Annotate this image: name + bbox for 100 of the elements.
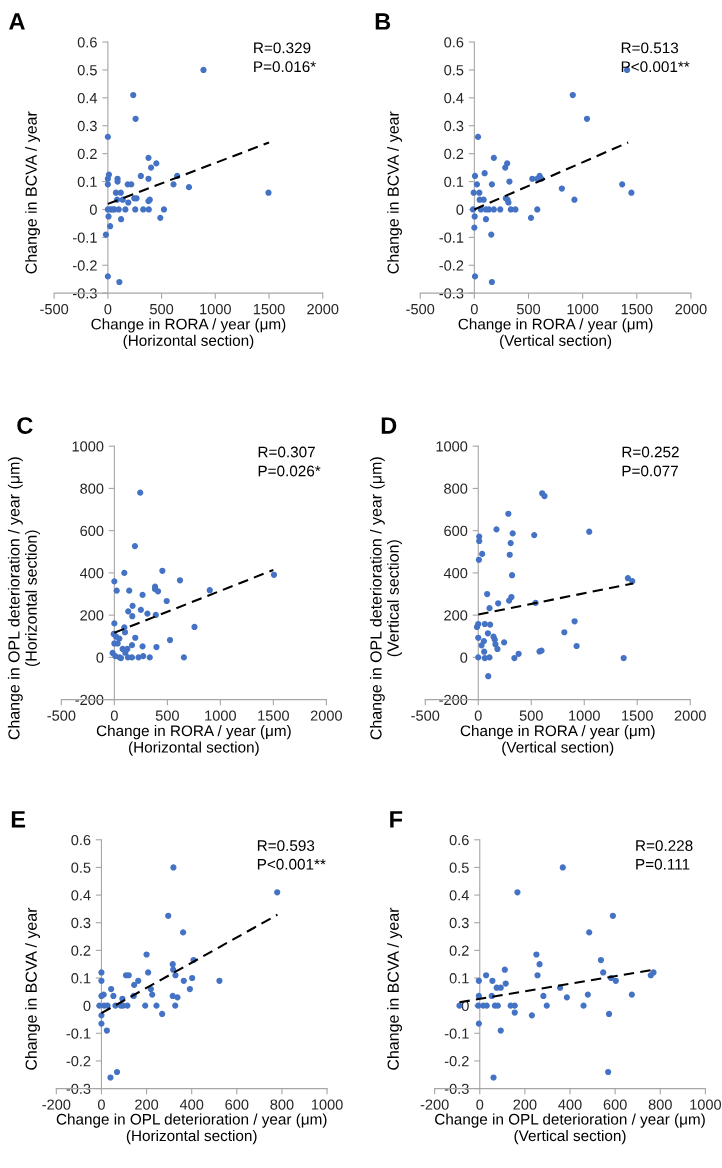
x-axis-title: Change in RORA / year (μm) (Horizontal section): [96, 724, 291, 756]
annotation: P=0.111: [636, 858, 690, 870]
chart-title: F: [390, 811, 403, 828]
y-tick-label: 200: [444, 610, 468, 621]
chart-title: C: [17, 417, 33, 434]
y-tick-label: 0.3: [77, 120, 97, 132]
chart-title: B: [375, 13, 391, 30]
chart-title: D: [381, 417, 397, 434]
annotation: R=0.593: [257, 840, 315, 852]
y-axis-title: Change in BCVA / year: [387, 907, 402, 1070]
annotation: R=0.513: [621, 42, 679, 54]
annotation: P=0.026*: [258, 465, 321, 477]
annotation: R=0.252: [622, 446, 679, 458]
annotation: R=0.228: [636, 840, 693, 852]
x-axis-title: Change in RORA / year (μm) (Vertical section): [460, 724, 655, 756]
y-tick-label: 1000: [72, 441, 104, 452]
y-tick-label: 0.3: [444, 120, 464, 132]
y-tick-label: -0.2: [444, 1056, 469, 1067]
y-tick-label: 0.6: [71, 834, 91, 846]
y-tick-label: 0: [96, 652, 104, 663]
x-tick-label: 200: [513, 1099, 537, 1110]
y-tick-label: 0.1: [444, 176, 464, 187]
x-tick-label: 1000: [569, 710, 600, 721]
x-tick-label: 1500: [621, 303, 653, 315]
y-tick-label: -0.3: [439, 288, 464, 299]
x-tick-label: 600: [225, 1099, 249, 1110]
y-tick-label: 200: [80, 610, 104, 621]
x-tick-label: 500: [150, 303, 174, 315]
y-tick-label: 0.1: [77, 176, 97, 187]
x-tick-label: 0: [104, 303, 112, 315]
x-tick-label: 2000: [674, 710, 706, 721]
annotation: R=0.307: [258, 446, 315, 458]
y-tick-label: 0: [83, 1000, 91, 1012]
y-tick-label: -0.1: [66, 1028, 91, 1039]
y-tick-label: 0.2: [77, 148, 97, 160]
y-tick-label: 0.2: [449, 945, 469, 956]
x-tick-label: 600: [603, 1099, 627, 1110]
y-axis-title: Change in OPL deterioration / year (μm) (Vertical section): [369, 457, 402, 740]
y-tick-label: 800: [444, 483, 468, 494]
annotation: R=0.329: [254, 42, 311, 54]
y-tick-label: 0.6: [444, 37, 464, 48]
y-tick-label: 400: [443, 568, 468, 579]
y-tick-label: 0.6: [77, 37, 97, 48]
y-tick-label: 0.6: [449, 834, 469, 846]
x-axis-title: Change in RORA / year (μm) (Horizontal section): [91, 318, 286, 349]
y-tick-label: 0.5: [77, 65, 97, 76]
y-tick-label: 0.1: [71, 973, 91, 984]
y-tick-label: 0.4: [71, 890, 91, 901]
y-tick-label: 0.2: [444, 148, 464, 160]
x-tick-label: 1000: [311, 1099, 343, 1110]
chart-title: A: [9, 13, 25, 30]
y-tick-label: 0.2: [71, 945, 91, 956]
x-tick-label: 2000: [307, 303, 339, 315]
x-tick-label: 800: [270, 1099, 294, 1110]
x-tick-label: 1000: [690, 1099, 722, 1110]
y-axis-title: Change in OPL deterioration / year (μm) (Horizontal section): [7, 457, 40, 740]
x-tick-label: 500: [155, 710, 179, 721]
x-tick-label: -500: [411, 710, 440, 721]
y-tick-label: -0.1: [444, 1028, 469, 1039]
y-tick-label: 0.5: [449, 862, 469, 873]
y-tick-label: -0.3: [72, 288, 97, 299]
y-tick-label: 1000: [436, 441, 468, 452]
x-tick-label: 1000: [200, 303, 231, 315]
x-axis-title: Change in OPL deterioration / year (μm) (Horizontal section): [56, 1113, 327, 1145]
x-tick-label: 0: [476, 1099, 484, 1110]
x-tick-label: 800: [648, 1099, 672, 1110]
y-tick-label: -0.1: [72, 232, 97, 243]
x-tick-label: -200: [420, 1099, 449, 1110]
x-tick-label: 1500: [253, 303, 285, 315]
y-tick-label: 0: [89, 204, 97, 215]
y-tick-label: 0.4: [444, 92, 464, 104]
y-tick-label: 600: [444, 525, 468, 537]
x-tick-label: 500: [516, 303, 541, 315]
y-axis-title: Change in BCVA / year: [387, 111, 402, 274]
x-tick-label: -200: [42, 1099, 71, 1110]
x-tick-label: -500: [406, 303, 435, 315]
y-tick-label: 0: [456, 204, 464, 215]
x-tick-label: -500: [40, 303, 69, 315]
y-tick-label: 0.5: [444, 65, 464, 76]
y-tick-label: -0.2: [439, 260, 464, 271]
y-tick-label: -0.1: [439, 232, 464, 243]
x-tick-label: 200: [135, 1099, 159, 1110]
x-tick-label: 400: [179, 1099, 204, 1110]
annotation: P<0.001**: [257, 858, 326, 870]
x-tick-label: 2000: [675, 303, 707, 315]
y-tick-label: 600: [80, 525, 104, 537]
y-tick-label: 0.1: [449, 973, 469, 984]
annotation: P<0.001**: [621, 61, 690, 73]
x-tick-label: 0: [110, 710, 118, 721]
x-tick-label: 1000: [567, 303, 599, 315]
y-tick-label: 0.4: [77, 92, 98, 104]
chart-title: E: [11, 811, 26, 828]
annotation: P=0.016*: [254, 61, 316, 73]
y-tick-label: -0.2: [72, 260, 97, 271]
y-tick-label: 0.3: [449, 917, 469, 929]
y-tick-label: 800: [80, 483, 104, 494]
y-axis-title: Change in BCVA / year: [25, 111, 40, 274]
x-tick-label: -500: [47, 710, 76, 721]
x-tick-label: 1500: [622, 710, 653, 721]
x-axis-title: Change in OPL deterioration / year (μm) (Vertical section): [435, 1113, 705, 1145]
